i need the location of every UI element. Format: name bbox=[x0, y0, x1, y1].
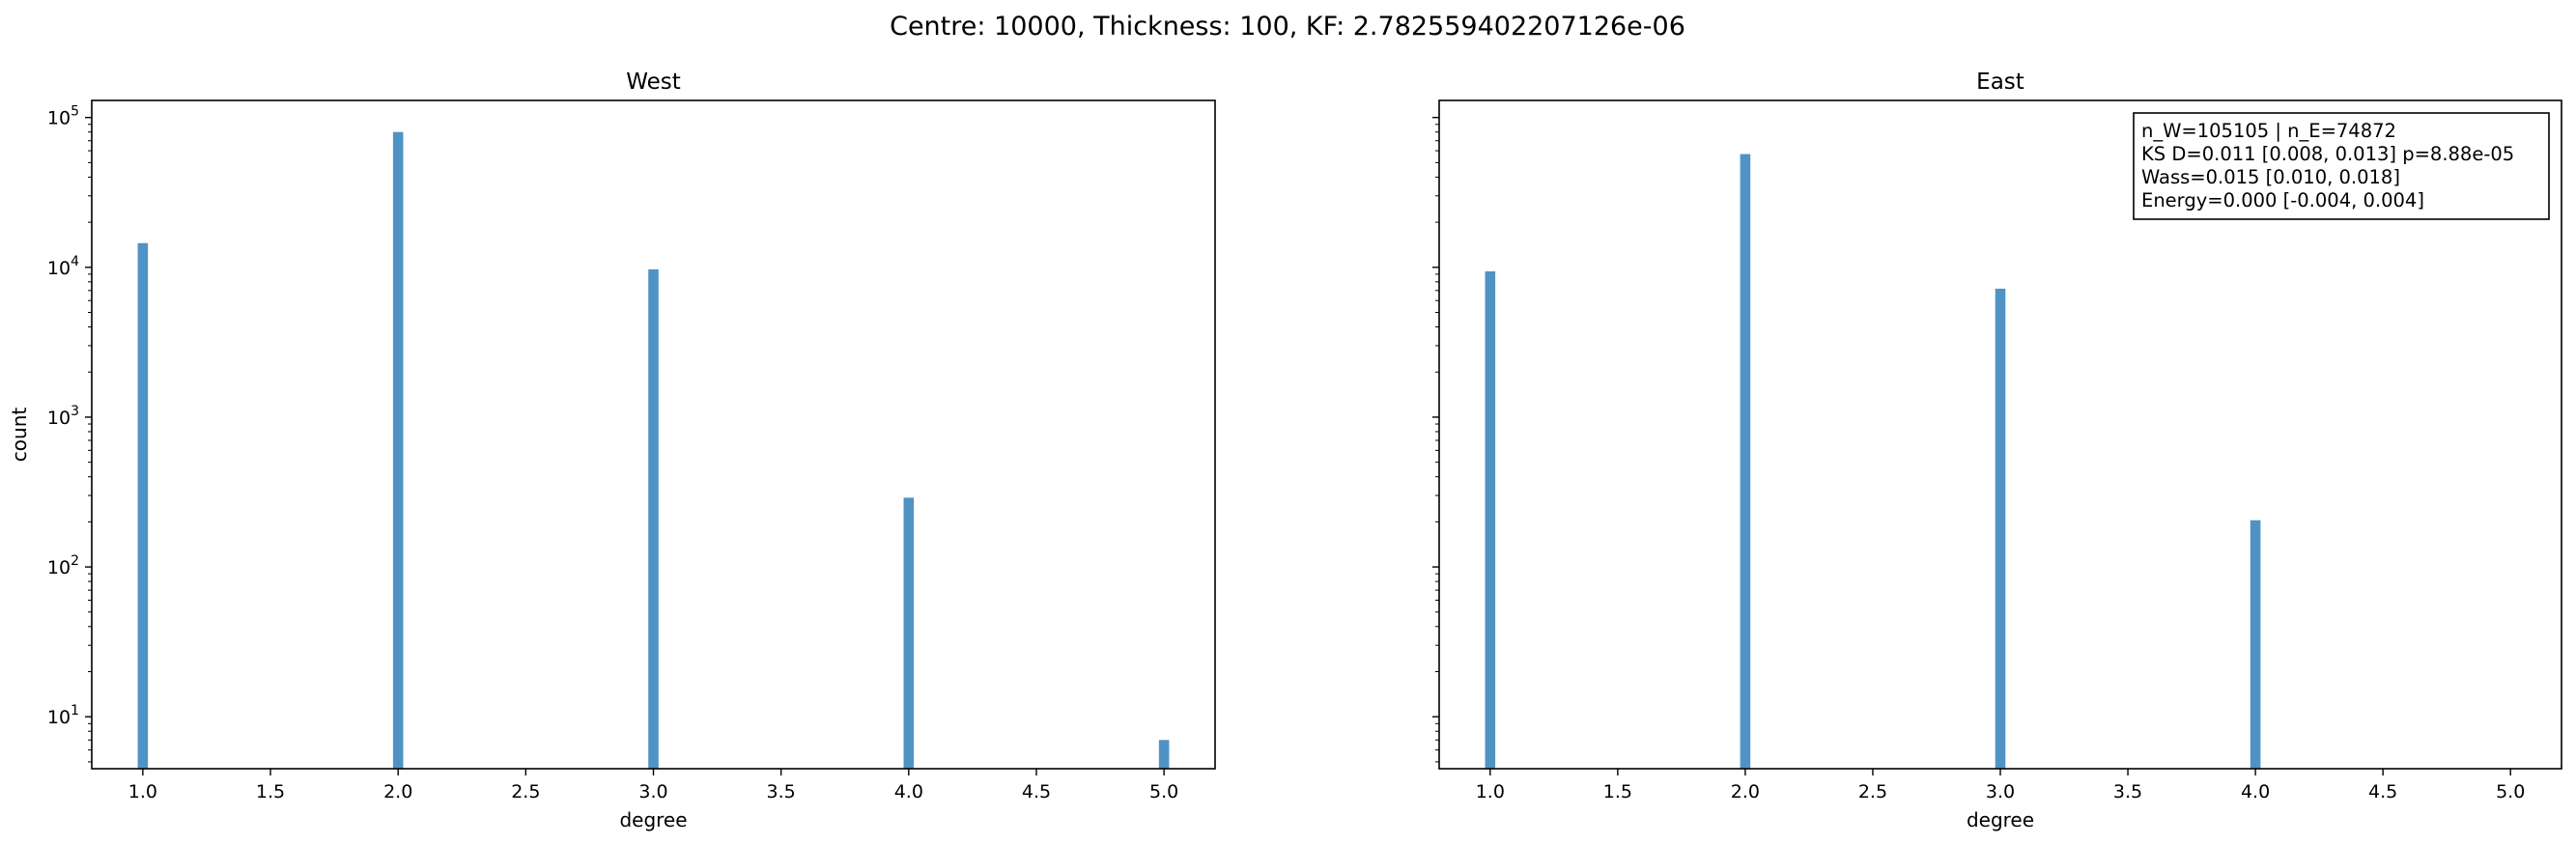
y-tick-label: 102 bbox=[47, 553, 79, 578]
bar bbox=[903, 497, 915, 769]
panel-title: West bbox=[626, 70, 681, 95]
stats-line: n_W=105105 | n_E=74872 bbox=[2141, 120, 2396, 142]
x-tick-label: 5.0 bbox=[2496, 781, 2525, 803]
y-tick-label: 104 bbox=[47, 254, 79, 279]
stats-line: KS D=0.011 [0.008, 0.013] p=8.88e-05 bbox=[2141, 143, 2514, 165]
y-tick-label: 103 bbox=[47, 404, 79, 429]
panel-east: East 1.0 1.5 2.0 2.5 3.0 3.5 4.0 4.5 5.0 degree n_W… bbox=[1432, 70, 2562, 831]
bar bbox=[137, 242, 149, 769]
x-tick-label: 4.5 bbox=[2368, 781, 2397, 803]
bar bbox=[2250, 520, 2261, 769]
x-tick-label: 4.0 bbox=[894, 781, 923, 803]
x-tick-label: 2.0 bbox=[383, 781, 412, 803]
x-axis-label: degree bbox=[619, 808, 687, 831]
x-tick-label: 4.5 bbox=[1022, 781, 1051, 803]
stats-box bbox=[2133, 112, 2550, 220]
y-axis-label: count bbox=[8, 408, 31, 463]
bar bbox=[392, 131, 404, 769]
x-tick-label: 1.5 bbox=[256, 781, 285, 803]
x-tick-label: 1.0 bbox=[1476, 781, 1505, 803]
x-tick-label: 3.0 bbox=[1986, 781, 2015, 803]
x-tick-label: 3.5 bbox=[2113, 781, 2142, 803]
x-tick-label: 1.5 bbox=[1603, 781, 1632, 803]
panel-west: West 1.0 1.5 2.0 2.5 3.0 3.5 4.0 4.5 5.0 101 102 103… bbox=[8, 70, 1216, 831]
bar bbox=[1995, 288, 2006, 769]
bar bbox=[1485, 270, 1496, 769]
y-tick-label: 105 bbox=[47, 104, 79, 129]
y-tick-label: 101 bbox=[47, 703, 79, 728]
x-tick-label: 4.0 bbox=[2241, 781, 2270, 803]
x-tick-label: 3.5 bbox=[767, 781, 796, 803]
x-tick-label: 2.5 bbox=[511, 781, 540, 803]
figure-title: Centre: 10000, Thickness: 100, KF: 2.782… bbox=[890, 12, 1685, 42]
bar bbox=[648, 268, 659, 769]
panel-title: East bbox=[1976, 70, 2024, 95]
bar bbox=[1740, 154, 1751, 769]
stats-line: Wass=0.015 [0.010, 0.018] bbox=[2141, 166, 2400, 188]
x-axis-label: degree bbox=[1967, 808, 2034, 831]
stats-line: Energy=0.000 [-0.004, 0.004] bbox=[2141, 189, 2424, 211]
x-tick-label: 1.0 bbox=[128, 781, 157, 803]
x-tick-label: 5.0 bbox=[1149, 781, 1178, 803]
x-tick-label: 2.5 bbox=[1858, 781, 1887, 803]
x-tick-label: 2.0 bbox=[1731, 781, 1760, 803]
x-tick-label: 3.0 bbox=[638, 781, 667, 803]
bar bbox=[1158, 740, 1170, 769]
